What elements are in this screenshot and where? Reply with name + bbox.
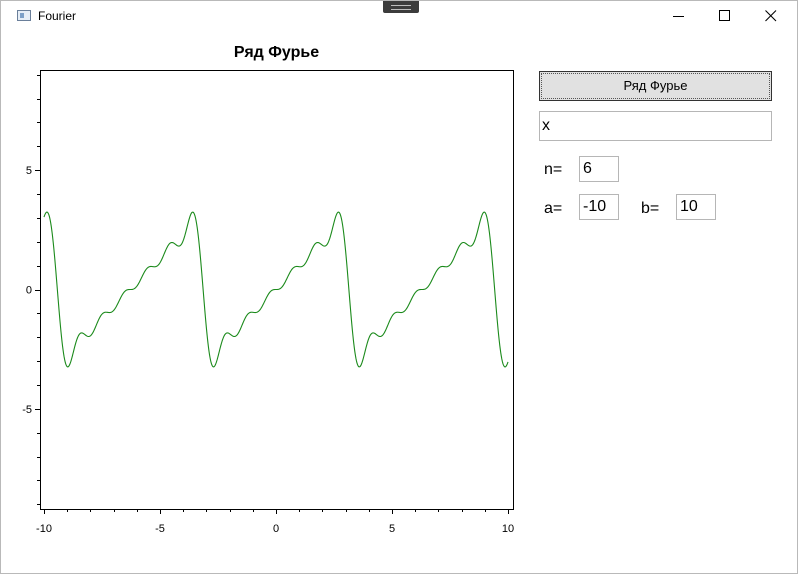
window-title: Fourier xyxy=(38,9,77,23)
a-input[interactable]: -10 xyxy=(579,194,619,220)
function-input[interactable]: x xyxy=(539,111,772,141)
minimize-button[interactable] xyxy=(656,1,702,31)
title-bar[interactable]: Fourier xyxy=(1,1,797,31)
y-tick-label: 0 xyxy=(26,285,32,297)
maximize-button[interactable] xyxy=(702,1,748,31)
x-tick-label: -10 xyxy=(36,523,52,535)
maximize-icon xyxy=(719,10,730,21)
close-icon xyxy=(765,10,777,22)
x-tick-label: 10 xyxy=(502,523,514,535)
fourier-series-button[interactable]: Ряд Фурье xyxy=(539,71,772,101)
drag-grip-icon[interactable] xyxy=(383,1,419,13)
n-label: n= xyxy=(544,161,563,178)
x-tick-label: -5 xyxy=(155,523,165,535)
y-tick-label: -5 xyxy=(22,404,32,416)
chart-title: Ряд Фурье xyxy=(233,44,320,61)
a-label: a= xyxy=(544,200,563,217)
series-line-0 xyxy=(43,211,509,368)
b-label: b= xyxy=(641,200,660,217)
b-input[interactable]: 10 xyxy=(676,194,716,220)
close-button[interactable] xyxy=(748,1,794,31)
app-icon xyxy=(17,10,31,21)
x-tick-label: 5 xyxy=(389,523,395,535)
x-tick-label: 0 xyxy=(273,523,279,535)
n-input[interactable]: 6 xyxy=(579,156,619,182)
y-tick-label: 5 xyxy=(26,165,32,177)
minimize-icon xyxy=(673,16,684,17)
